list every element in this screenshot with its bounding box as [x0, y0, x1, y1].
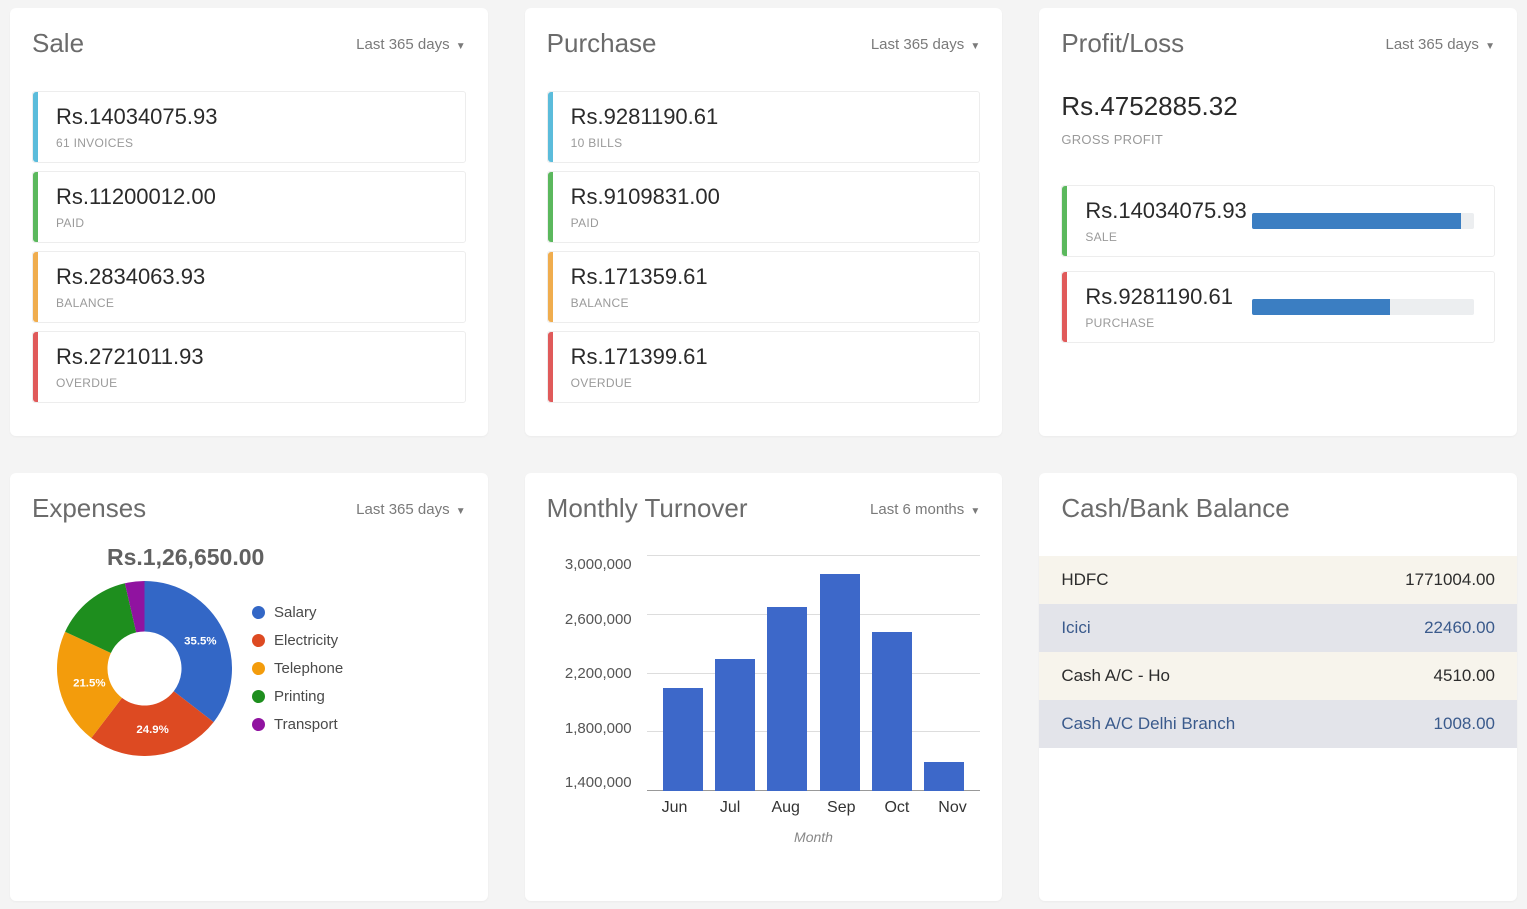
svg-text:35.5%: 35.5% [184, 635, 216, 647]
svg-text:24.9%: 24.9% [136, 724, 168, 736]
svg-text:21.5%: 21.5% [73, 678, 105, 690]
